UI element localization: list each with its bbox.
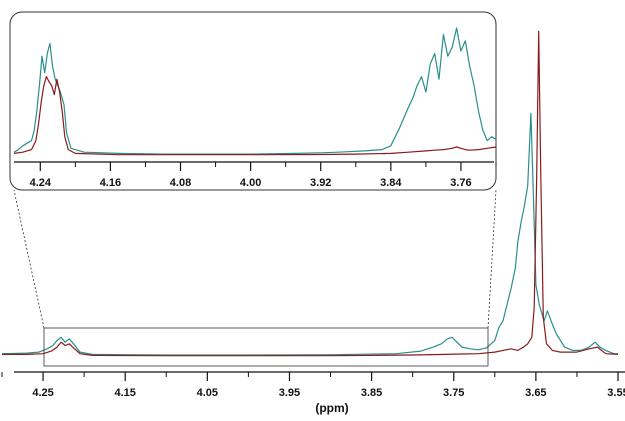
main-tick-label: 4.05 [197,387,218,399]
inset-tick-label: 3.84 [380,177,402,189]
main-series-1-line [2,30,619,357]
inset-frame [9,11,497,191]
main-x-axis-title: (ppm) [315,401,348,415]
main-tick-label: 4.25 [32,387,53,399]
inset-series-group [13,27,497,156]
main-x-ticks: 4.25 4.15 4.05 3.95 3.85 3.75 3.65 3.55 [1,372,625,399]
zoom-connector-right [487,189,497,329]
inset-tick-label: 4.00 [240,177,261,189]
inset-x-ticks: 4.24 4.16 4.08 4.00 3.92 3.84 3.76 [30,162,497,189]
main-tick-label: 4.15 [114,387,135,399]
inset-panel: 4.24 4.16 4.08 4.00 3.92 3.84 3.76 [9,11,497,191]
zoom-connector-left [13,189,45,329]
main-series-0-line [1,112,618,356]
main-tick-label: 3.75 [443,387,464,399]
inset-tick-label: 4.08 [170,177,191,189]
zoom-region-box [43,327,489,367]
main-tick-label: 3.95 [279,387,300,399]
main-tick-label: 3.85 [361,387,382,399]
main-tick-label: 3.65 [525,387,546,399]
inset-series-1-line [13,76,497,156]
inset-tick-label: 3.76 [450,177,471,189]
inset-tick-label: 4.24 [30,177,52,189]
inset-series-0-line [13,27,497,155]
inset-tick-label: 4.16 [100,177,121,189]
main-tick-label: 3.55 [607,387,625,399]
main-series-group [1,30,619,357]
main-spectrum-panel: 4.25 4.15 4.05 3.95 3.85 3.75 3.65 3.55 (ppm) [1,30,625,415]
inset-tick-label: 3.92 [310,177,331,189]
